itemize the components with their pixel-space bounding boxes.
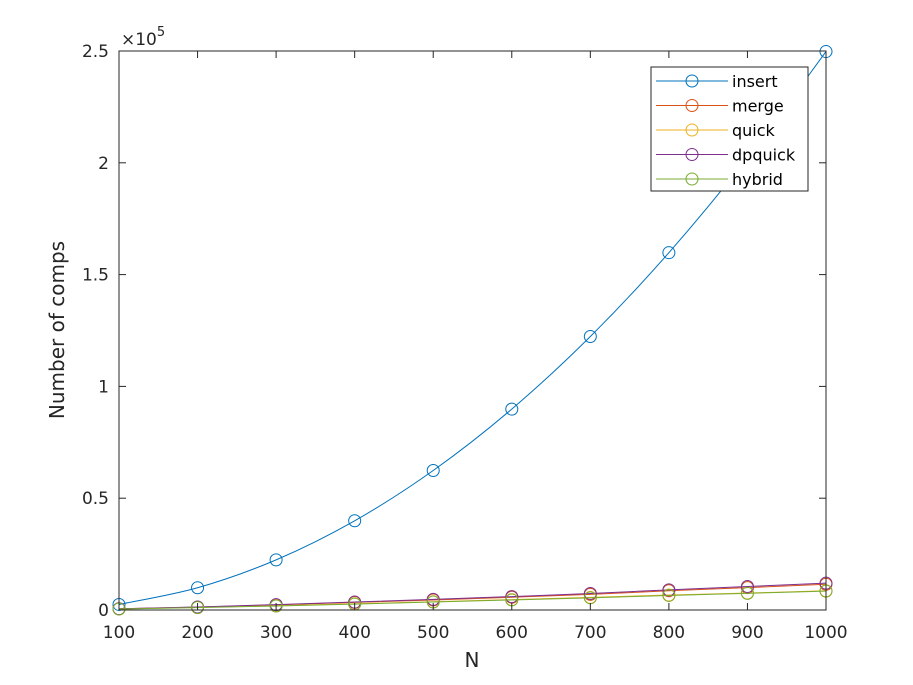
legend-entry-insert: insert [656,72,778,91]
data-point-insert [426,464,440,478]
data-point-dpquick [740,580,754,594]
y-axis-label: Number of comps [45,241,69,419]
data-point-insert [191,581,205,595]
y-exponent-base: ×10 [121,30,157,50]
data-point-dpquick [505,590,519,604]
x-tick-label: 600 [496,623,528,643]
legend-entry-merge: merge [656,97,784,116]
y-tick-label: 2 [98,154,109,174]
x-axis-ticks: 100 200 300 400 500 600 700 800 900 1000 [103,51,848,643]
legend-box [650,66,809,192]
axes-box [118,50,827,611]
legend-entry-hybrid: hybrid [656,170,783,189]
x-tick-label: 700 [574,623,606,643]
x-tick-label: 800 [653,623,685,643]
x-tick-label: 200 [181,623,213,643]
data-point-insert [662,246,676,260]
legend-marker-icon [685,172,699,186]
y-tick-label: 0.5 [82,489,109,509]
legend: insert merge quick dpquick hybrid [650,66,809,192]
legend-label: hybrid [732,170,783,189]
y-axis-exponent: ×105 [121,25,165,50]
y-tick-label: 0 [98,601,109,621]
x-tick-label: 500 [417,623,449,643]
y-axis-ticks: 0 0.5 1 1.5 2 2.5 [82,42,826,621]
x-tick-label: 100 [103,623,135,643]
data-point-hybrid [740,586,754,600]
data-point-insert [583,329,597,343]
x-tick-label: 400 [338,623,370,643]
data-point-insert [348,514,362,528]
data-point-dpquick [583,586,597,600]
data-point-hybrid [191,601,205,615]
data-point-insert [269,553,283,567]
series-line-dpquick [118,582,827,610]
data-point-insert [505,402,519,416]
x-tick-label: 300 [260,623,292,643]
y-exponent-power: 5 [157,25,165,40]
legend-label: merge [732,97,784,116]
legend-entry-dpquick: dpquick [656,146,796,165]
y-tick-label: 1.5 [82,266,109,286]
data-point-hybrid [269,599,283,613]
legend-entry-quick: quick [656,121,776,140]
legend-marker-icon [685,123,699,137]
legend-label: quick [732,121,776,140]
legend-label: dpquick [732,146,796,165]
y-tick-label: 1 [98,377,109,397]
x-tick-label: 900 [731,623,763,643]
y-tick-label: 2.5 [82,42,109,62]
legend-marker-icon [685,74,699,88]
legend-marker-icon [685,148,699,161]
x-axis-label: N [465,648,480,672]
series-line-hybrid [118,590,827,610]
legend-label: insert [732,72,778,91]
data-point-hybrid [662,588,676,602]
legend-marker-icon [685,99,699,112]
x-tick-label: 1000 [804,623,847,643]
